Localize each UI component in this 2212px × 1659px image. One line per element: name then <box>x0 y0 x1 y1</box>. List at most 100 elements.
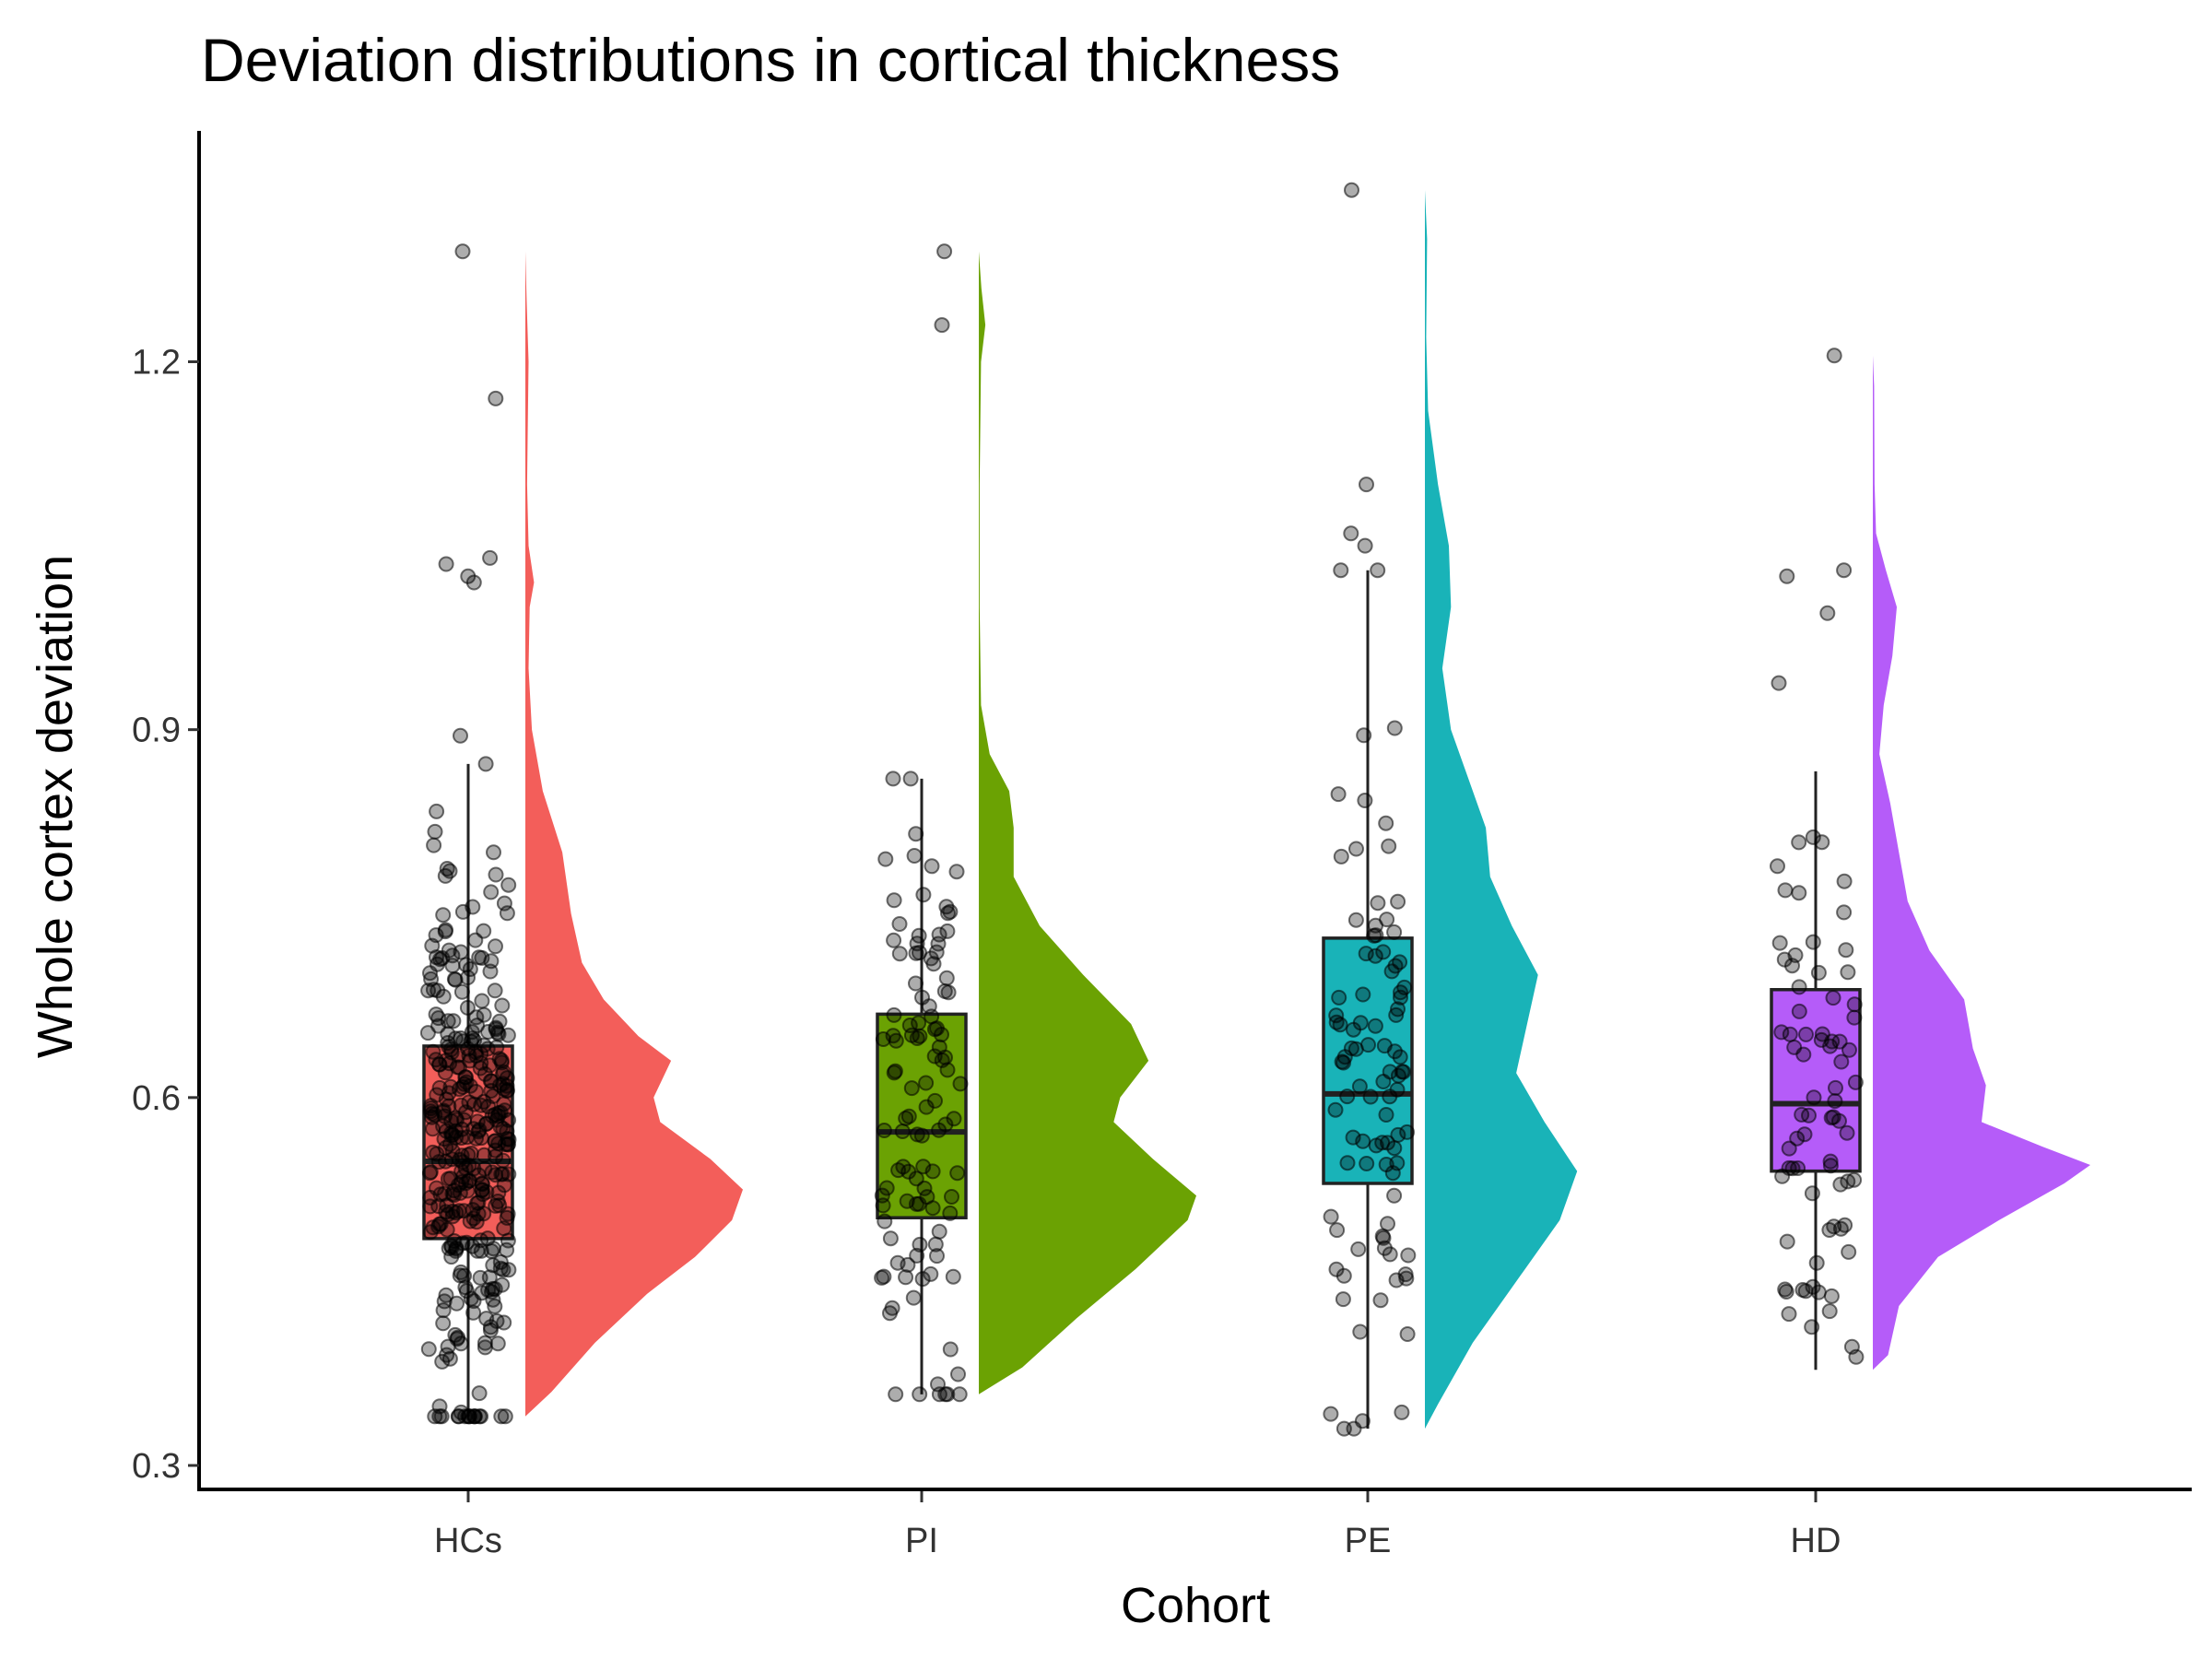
data-point <box>1822 1158 1839 1174</box>
data-point <box>885 1028 901 1044</box>
data-point <box>497 1408 513 1425</box>
data-point <box>464 1024 480 1041</box>
data-point <box>437 924 453 940</box>
data-point <box>929 1248 945 1265</box>
data-point <box>1367 1018 1383 1034</box>
data-point <box>440 1026 456 1042</box>
density-cloud-PE <box>1425 190 1578 1430</box>
data-point <box>494 997 511 1014</box>
data-point <box>931 1223 947 1240</box>
data-point <box>1784 1160 1801 1177</box>
data-point <box>952 1076 969 1092</box>
data-point <box>494 1277 511 1293</box>
x-axis-ticks: HCs PI PE HD <box>434 1491 1841 1560</box>
data-point <box>1352 1324 1369 1340</box>
data-point <box>1770 858 1785 875</box>
data-point <box>1791 1003 1807 1019</box>
data-point <box>444 958 461 974</box>
data-point <box>481 1057 498 1074</box>
data-point <box>1819 605 1836 621</box>
data-point <box>1370 562 1386 579</box>
data-point <box>493 1408 510 1425</box>
data-point <box>420 1341 437 1358</box>
data-point <box>1390 1126 1406 1143</box>
data-point <box>465 574 482 591</box>
data-point <box>463 1290 479 1307</box>
x-tick-label: PE <box>1345 1522 1392 1560</box>
data-point <box>898 1110 914 1126</box>
data-point <box>490 1184 507 1201</box>
data-point <box>1839 1124 1855 1141</box>
data-point <box>1779 568 1795 584</box>
plot-area <box>419 182 2090 1437</box>
density-cloud-HCs <box>525 251 743 1417</box>
data-point <box>435 1315 452 1332</box>
box-HD <box>1770 987 1862 1173</box>
data-point <box>1777 882 1794 899</box>
data-point <box>1375 1074 1392 1089</box>
data-point <box>899 1193 915 1209</box>
data-point <box>422 1164 439 1180</box>
data-point <box>1774 1168 1791 1184</box>
data-point <box>1826 347 1842 364</box>
data-point <box>477 1339 493 1356</box>
data-point <box>898 1269 914 1286</box>
y-axis-ticks: 0.3 0.6 0.9 1.2 <box>132 344 199 1486</box>
data-point <box>445 1013 462 1030</box>
data-point <box>1352 1015 1369 1031</box>
data-point <box>492 1253 509 1270</box>
data-point <box>1323 1208 1339 1225</box>
data-point <box>1791 979 1807 995</box>
data-point <box>477 1335 493 1351</box>
y-tick-label: 0.6 <box>132 1079 181 1118</box>
data-point <box>1805 829 1821 845</box>
data-point <box>1386 1187 1403 1204</box>
data-point <box>1832 1176 1849 1193</box>
point-layer <box>419 182 1865 1437</box>
data-point <box>886 1006 902 1023</box>
data-point <box>1840 964 1856 981</box>
x-axis-title: Cohort <box>1121 1578 1270 1633</box>
data-point <box>909 1030 925 1046</box>
data-point <box>930 1376 946 1393</box>
data-point <box>1823 1110 1840 1126</box>
data-point <box>435 1118 452 1135</box>
data-point <box>1781 1140 1797 1157</box>
data-point <box>485 1257 501 1274</box>
data-point <box>1358 946 1374 962</box>
y-tick-label: 1.2 <box>132 344 181 382</box>
data-point <box>444 1208 461 1225</box>
data-point <box>1805 934 1821 950</box>
data-point <box>451 1059 467 1076</box>
data-point <box>1823 1288 1840 1304</box>
data-point <box>419 1025 436 1041</box>
data-point <box>911 927 927 944</box>
data-point <box>1773 1024 1790 1041</box>
data-point <box>435 1104 452 1121</box>
data-point <box>938 970 955 986</box>
data-point <box>923 1265 939 1282</box>
data-point <box>450 1408 466 1425</box>
data-point <box>1323 1406 1339 1422</box>
data-point <box>1825 990 1841 1006</box>
data-point <box>1779 1233 1795 1250</box>
data-point <box>1804 1319 1820 1335</box>
data-point <box>482 1073 499 1089</box>
data-point <box>1335 1267 1352 1284</box>
data-point <box>454 243 471 260</box>
data-point <box>434 950 451 966</box>
data-point <box>442 1171 459 1187</box>
data-point <box>1362 1088 1379 1105</box>
data-point <box>433 1408 450 1425</box>
data-point <box>482 549 499 566</box>
data-point <box>908 1171 924 1187</box>
data-point <box>937 1049 953 1065</box>
data-point <box>908 975 924 992</box>
data-point <box>885 771 901 787</box>
data-point <box>429 1087 445 1103</box>
data-point <box>425 1043 441 1060</box>
data-point <box>496 1064 512 1080</box>
data-point <box>1386 924 1403 940</box>
data-point <box>449 1331 465 1347</box>
